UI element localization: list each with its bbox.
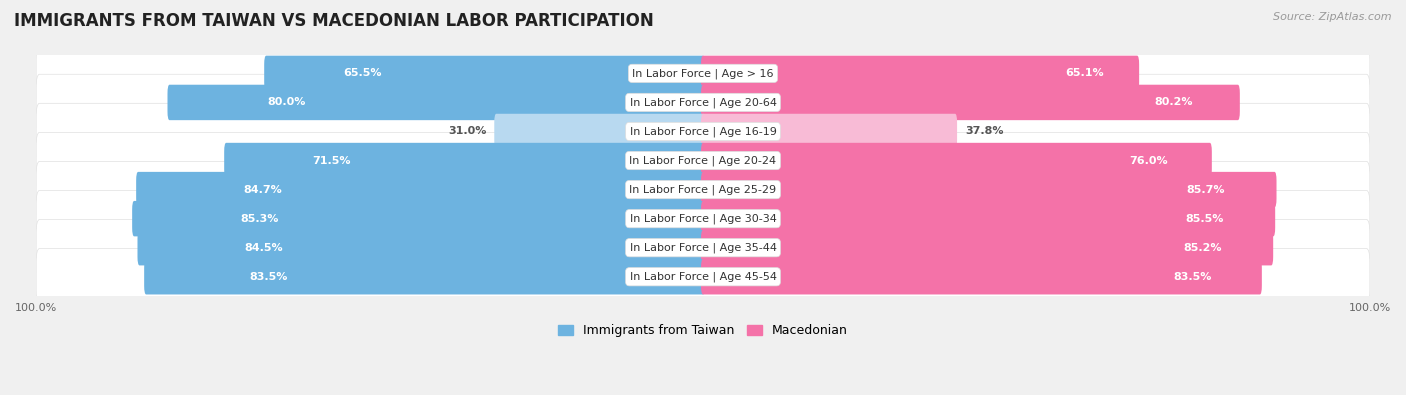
Text: 31.0%: 31.0% <box>449 126 486 137</box>
FancyBboxPatch shape <box>702 143 1212 178</box>
FancyBboxPatch shape <box>264 56 704 91</box>
Text: 65.1%: 65.1% <box>1066 68 1104 78</box>
FancyBboxPatch shape <box>37 74 1369 131</box>
FancyBboxPatch shape <box>702 201 1275 236</box>
FancyBboxPatch shape <box>138 230 704 265</box>
FancyBboxPatch shape <box>37 162 1369 218</box>
Legend: Immigrants from Taiwan, Macedonian: Immigrants from Taiwan, Macedonian <box>553 320 853 342</box>
FancyBboxPatch shape <box>145 259 704 295</box>
FancyBboxPatch shape <box>702 56 1139 91</box>
Text: IMMIGRANTS FROM TAIWAN VS MACEDONIAN LABOR PARTICIPATION: IMMIGRANTS FROM TAIWAN VS MACEDONIAN LAB… <box>14 12 654 30</box>
FancyBboxPatch shape <box>702 230 1274 265</box>
FancyBboxPatch shape <box>136 172 704 207</box>
Text: 80.2%: 80.2% <box>1154 98 1192 107</box>
Text: In Labor Force | Age 25-29: In Labor Force | Age 25-29 <box>630 184 776 195</box>
FancyBboxPatch shape <box>702 259 1261 295</box>
Text: 37.8%: 37.8% <box>965 126 1004 137</box>
FancyBboxPatch shape <box>37 248 1369 305</box>
Text: In Labor Force | Age 20-64: In Labor Force | Age 20-64 <box>630 97 776 108</box>
FancyBboxPatch shape <box>167 85 704 120</box>
Text: 83.5%: 83.5% <box>1174 272 1212 282</box>
Text: 85.3%: 85.3% <box>240 214 278 224</box>
FancyBboxPatch shape <box>702 114 957 149</box>
Text: 85.7%: 85.7% <box>1187 184 1225 195</box>
Text: In Labor Force | Age 35-44: In Labor Force | Age 35-44 <box>630 243 776 253</box>
FancyBboxPatch shape <box>495 114 704 149</box>
Text: 80.0%: 80.0% <box>267 98 307 107</box>
Text: In Labor Force | Age 16-19: In Labor Force | Age 16-19 <box>630 126 776 137</box>
Text: 85.2%: 85.2% <box>1184 243 1222 253</box>
FancyBboxPatch shape <box>702 172 1277 207</box>
Text: In Labor Force | Age 45-54: In Labor Force | Age 45-54 <box>630 271 776 282</box>
FancyBboxPatch shape <box>224 143 704 178</box>
FancyBboxPatch shape <box>37 220 1369 276</box>
Text: 84.5%: 84.5% <box>245 243 283 253</box>
Text: 71.5%: 71.5% <box>312 156 350 166</box>
Text: In Labor Force | Age 30-34: In Labor Force | Age 30-34 <box>630 213 776 224</box>
FancyBboxPatch shape <box>37 45 1369 102</box>
Text: 65.5%: 65.5% <box>343 68 381 78</box>
FancyBboxPatch shape <box>37 103 1369 160</box>
FancyBboxPatch shape <box>37 132 1369 189</box>
Text: 76.0%: 76.0% <box>1129 156 1168 166</box>
FancyBboxPatch shape <box>702 85 1240 120</box>
Text: Source: ZipAtlas.com: Source: ZipAtlas.com <box>1274 12 1392 22</box>
Text: 83.5%: 83.5% <box>249 272 288 282</box>
FancyBboxPatch shape <box>37 190 1369 247</box>
Text: In Labor Force | Age 20-24: In Labor Force | Age 20-24 <box>630 155 776 166</box>
FancyBboxPatch shape <box>132 201 704 236</box>
Text: 84.7%: 84.7% <box>243 184 281 195</box>
Text: In Labor Force | Age > 16: In Labor Force | Age > 16 <box>633 68 773 79</box>
Text: 85.5%: 85.5% <box>1185 214 1225 224</box>
